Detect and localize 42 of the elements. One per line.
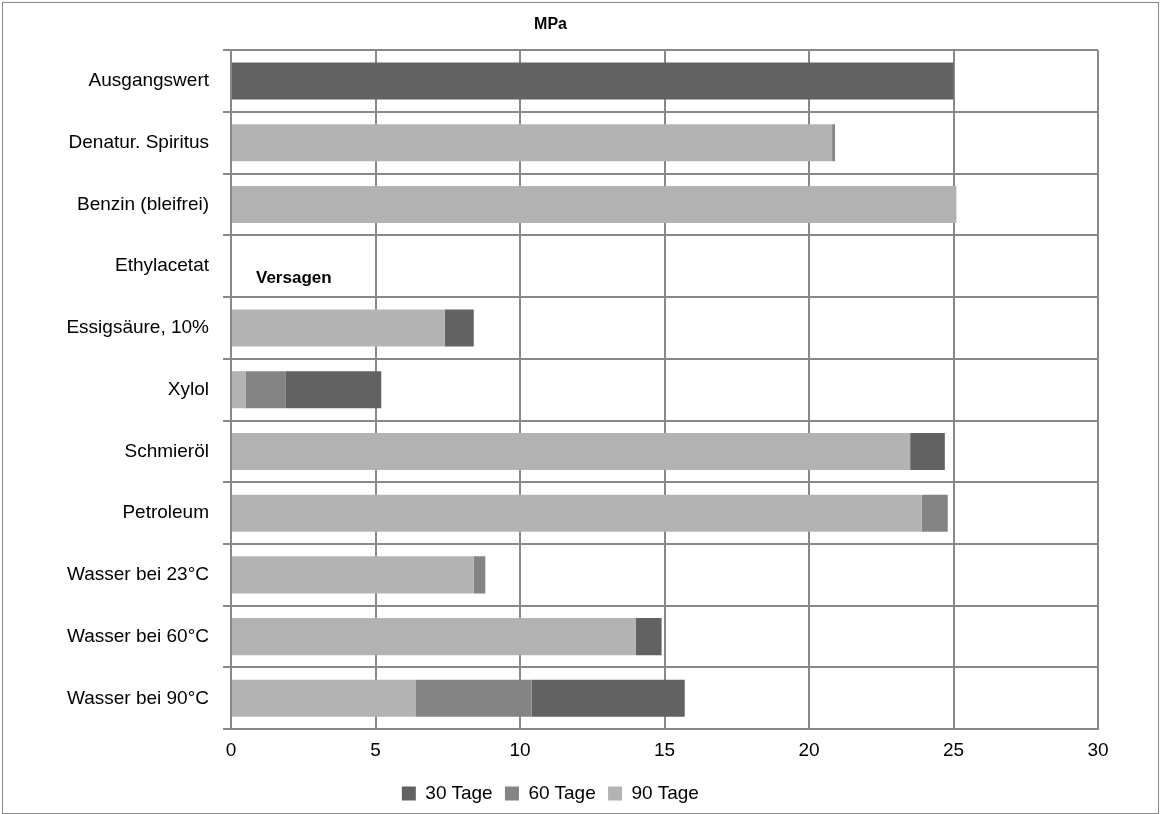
y-tick-label: Xylol (167, 377, 209, 399)
x-tick-label: 5 (370, 738, 381, 760)
y-tick-label: Petroleum (122, 501, 209, 523)
bar (232, 494, 922, 532)
y-tick-label: Wasser bei 90°C (66, 686, 209, 708)
bar (473, 556, 486, 594)
bar (232, 556, 474, 594)
x-tick-label: 0 (225, 738, 237, 760)
y-tick-label: Denatur. Spiritus (68, 131, 209, 153)
x-tick-label: 25 (942, 738, 965, 760)
bar (232, 371, 246, 409)
legend-label: 60 Tage (528, 781, 596, 803)
bar (910, 432, 945, 470)
legend-label: 30 Tage (425, 781, 493, 803)
chart-title: MPa (534, 15, 568, 33)
y-tick-label: Wasser bei 60°C (66, 624, 209, 646)
bar (232, 309, 445, 347)
bar (921, 494, 948, 532)
bar (232, 618, 636, 656)
y-tick-label: Essigsäure, 10% (66, 316, 210, 338)
bar (285, 371, 382, 409)
bar (531, 679, 685, 717)
bar (832, 124, 836, 162)
y-tick-label: Schmieröl (124, 439, 209, 461)
y-tick-label: Ausgangswert (88, 69, 210, 91)
bar (444, 309, 474, 347)
x-tick-label: 15 (653, 738, 676, 760)
bar (232, 62, 954, 100)
bar (232, 124, 833, 162)
y-tick-label: Wasser bei 23°C (66, 563, 209, 585)
annotation: Versagen (256, 267, 332, 287)
x-tick-label: 20 (798, 738, 820, 760)
bar (635, 618, 662, 656)
y-tick-label: Benzin (bleifrei) (77, 192, 209, 214)
bar (245, 371, 286, 409)
bar (232, 432, 911, 470)
x-tick-label: 30 (1087, 738, 1109, 760)
legend-label: 90 Tage (631, 781, 699, 803)
y-tick-label: Ethylacetat (115, 254, 210, 276)
x-tick-label: 10 (509, 738, 531, 760)
bar (232, 679, 416, 717)
bar (232, 186, 957, 224)
